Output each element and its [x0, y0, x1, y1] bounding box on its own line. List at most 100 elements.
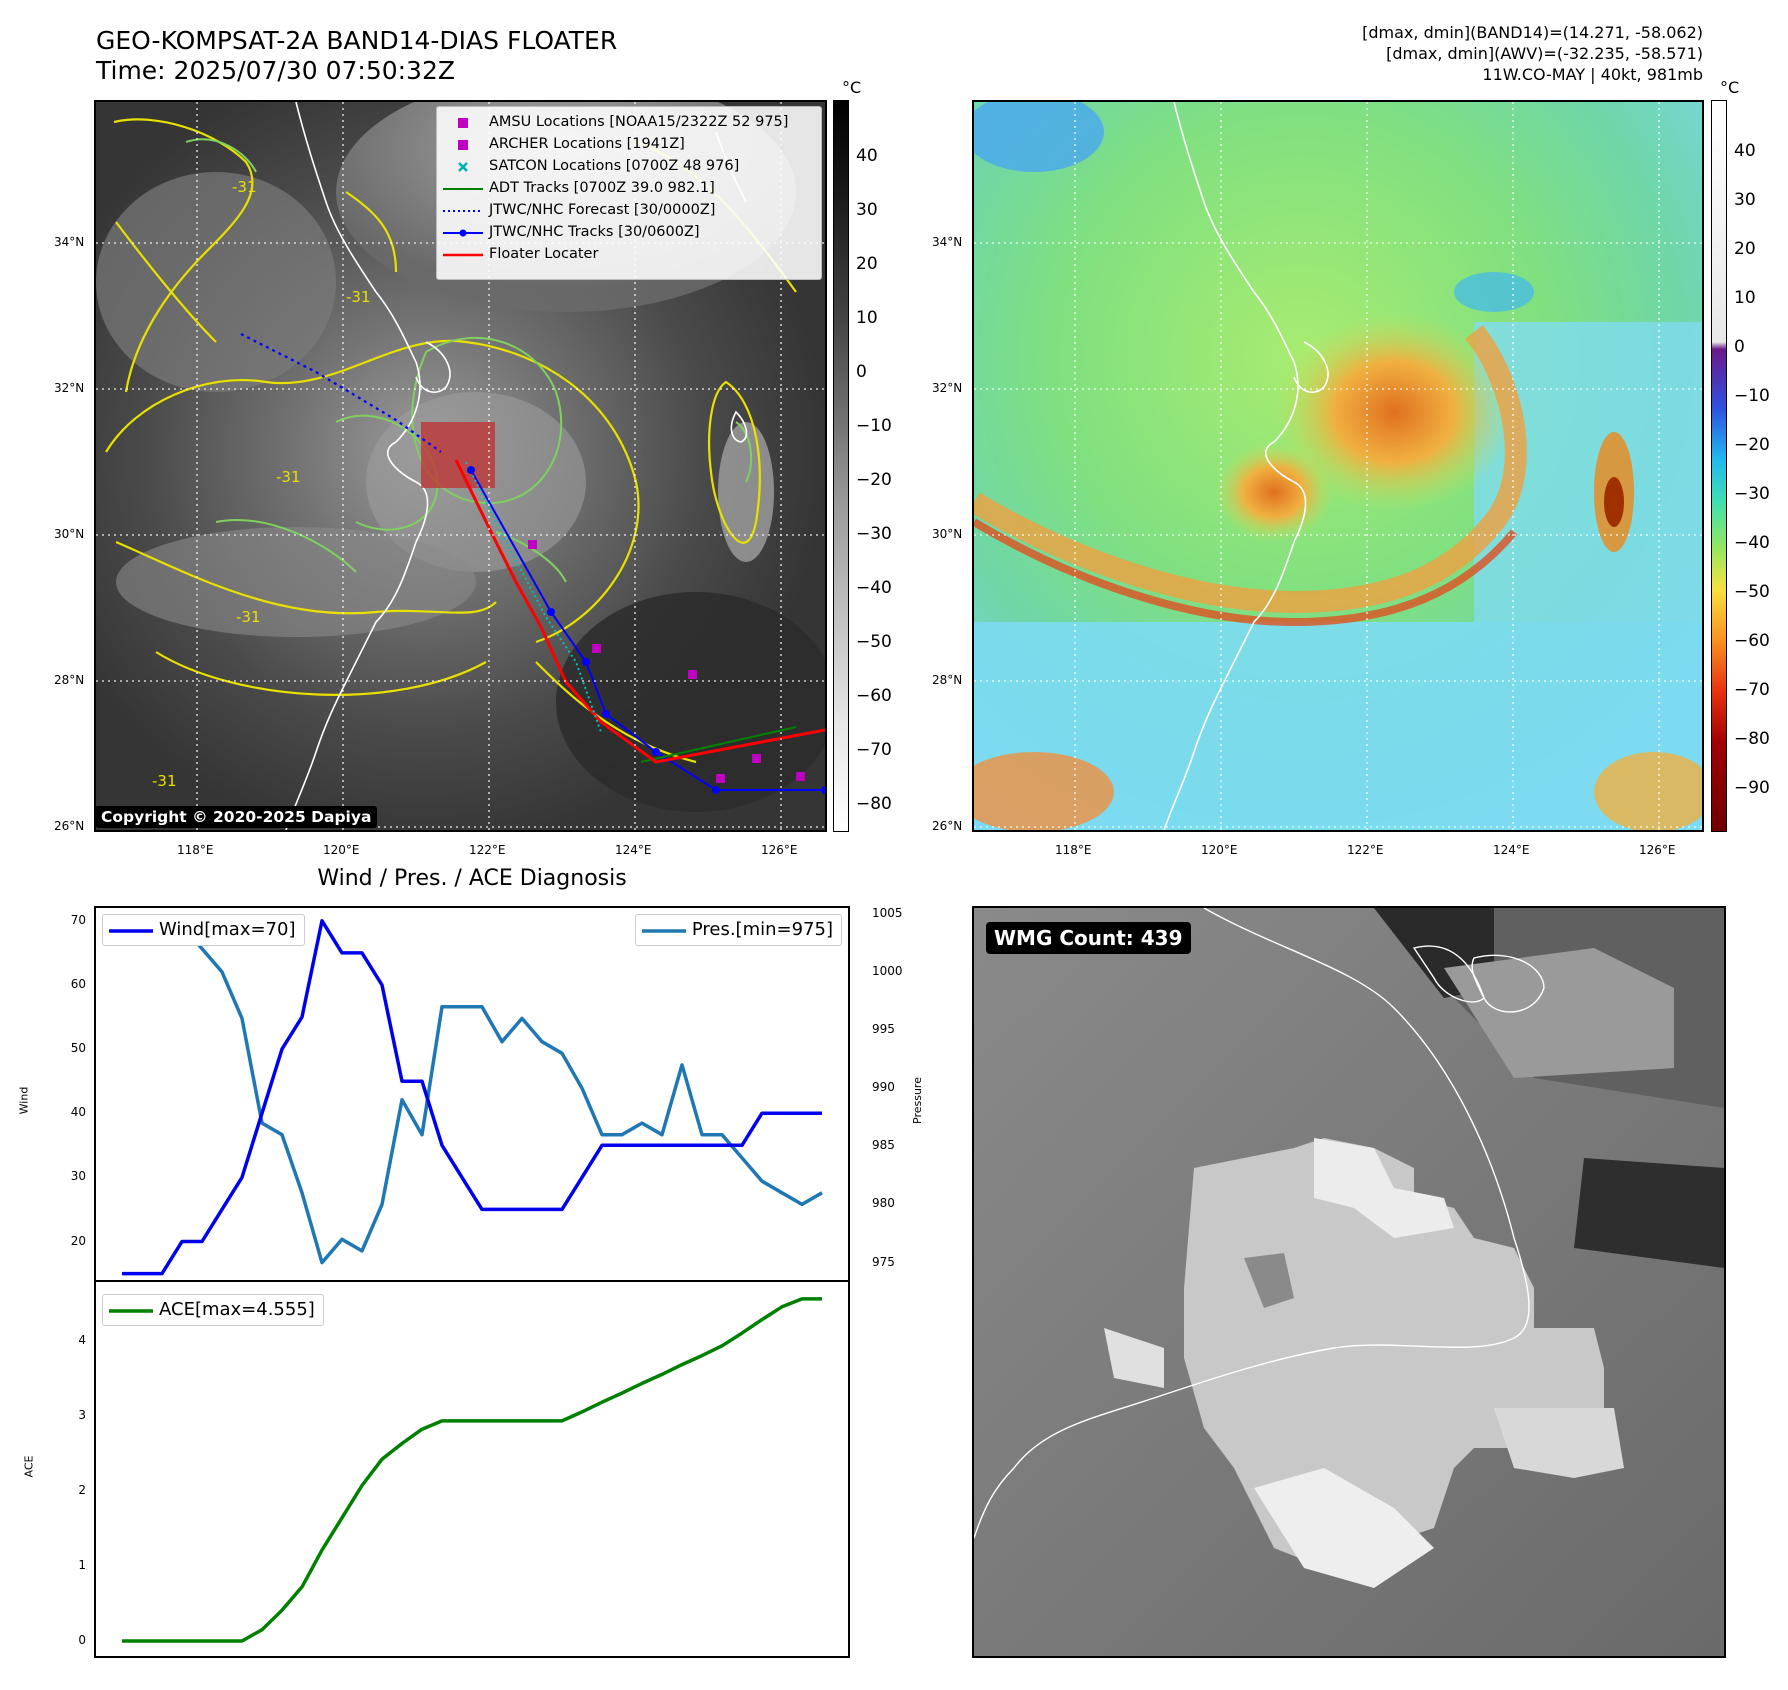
lat-label: 32°N — [932, 381, 963, 395]
lat-label: 28°N — [932, 673, 963, 687]
colorbar-tick: 0 — [1734, 337, 1745, 357]
wind-y-tick: 40 — [70, 1105, 86, 1120]
pressure-y-tick: 1000 — [872, 963, 903, 978]
jtwc-track — [470, 469, 825, 791]
lon-label: 120°E — [1201, 843, 1238, 857]
contour-label: -31 — [276, 468, 301, 486]
colorbar-unit: °C — [842, 78, 862, 97]
colorbar-tick: −40 — [856, 578, 892, 598]
floater-track — [454, 459, 825, 764]
colorbar-tick: 30 — [856, 200, 878, 220]
pressure-axis-label: Pressure — [910, 1077, 924, 1124]
pressure-series-line — [122, 923, 823, 1265]
lat-label: 34°N — [54, 235, 85, 249]
colorbar-tick: −50 — [1734, 582, 1770, 602]
wmg-count-badge: WMG Count: 439 — [986, 922, 1191, 954]
lon-label: 118°E — [177, 843, 214, 857]
colorbar-color — [1711, 100, 1727, 832]
info-storm: 11W.CO-MAY | 40kt, 981mb — [1482, 65, 1703, 84]
forecast-track — [240, 333, 442, 453]
wind-y-tick: 60 — [70, 976, 86, 991]
lon-label: 124°E — [1493, 843, 1530, 857]
colorbar-tick: 0 — [856, 362, 867, 382]
colorbar-tick: 30 — [1734, 190, 1756, 210]
lat-label: 28°N — [54, 673, 85, 687]
figure-time: Time: 2025/07/30 07:50:32Z — [96, 56, 455, 85]
wmg-panel: WMG Count: 439 — [972, 906, 1726, 1658]
colorbar-tick: 10 — [1734, 288, 1756, 308]
ace-plot — [122, 1297, 822, 1643]
wind-axis-label: Wind — [17, 1086, 31, 1115]
lon-label: 126°E — [1639, 843, 1676, 857]
lat-label: 26°N — [932, 819, 963, 833]
wind-pressure-chart: Wind[max=70] Pres.[min=975] — [94, 906, 850, 1282]
copyright-badge: Copyright © 2020-2025 Dapiya — [96, 806, 378, 828]
wmg-image — [974, 908, 1724, 1656]
ace-chart: ACE[max=4.555] — [94, 1280, 850, 1658]
lon-label: 124°E — [615, 843, 652, 857]
wind-y-tick: 70 — [70, 912, 86, 927]
map-legend: AMSU Locations [NOAA15/2322Z 52 975] ARC… — [436, 106, 822, 280]
figure-title: GEO-KOMPSAT-2A BAND14-DIAS FLOATER — [96, 26, 618, 55]
contour-label: -31 — [346, 288, 371, 306]
ace-y-tick: 0 — [78, 1632, 86, 1647]
colorbar-tick: 20 — [856, 254, 878, 274]
lat-label: 30°N — [54, 527, 85, 541]
pressure-y-tick: 990 — [872, 1080, 895, 1095]
colorbar-tick: −70 — [856, 740, 892, 760]
ace-y-tick: 1 — [78, 1557, 86, 1572]
pressure-y-tick: 985 — [872, 1138, 895, 1153]
colorbar-tick: −20 — [1734, 435, 1770, 455]
floater-locater-box — [421, 422, 495, 488]
colorbar-tick: −40 — [1734, 533, 1770, 553]
lat-label: 34°N — [932, 235, 963, 249]
wind-y-tick: 50 — [70, 1041, 86, 1056]
ace-legend: ACE[max=4.555] — [102, 1294, 324, 1326]
lon-label: 122°E — [469, 843, 506, 857]
ace-y-tick: 3 — [78, 1407, 86, 1422]
colorbar-tick: −80 — [856, 794, 892, 814]
pressure-y-tick: 995 — [872, 1022, 895, 1037]
pressure-y-tick: 1005 — [872, 905, 903, 920]
lon-label: 120°E — [323, 843, 360, 857]
colorbar-gray — [833, 100, 849, 832]
info-awv: [dmax, dmin](AWV)=(-32.235, -58.571) — [1386, 44, 1703, 63]
pressure-y-tick: 980 — [872, 1196, 895, 1211]
colorbar-tick: −50 — [856, 632, 892, 652]
colorbar-tick: −20 — [856, 470, 892, 490]
ace-series-line — [122, 1297, 822, 1643]
colorbar-tick: −90 — [1734, 778, 1770, 798]
wind-pressure-plot — [122, 919, 823, 1276]
colorbar-unit: °C — [1720, 78, 1740, 97]
colorbar-tick: −60 — [856, 686, 892, 706]
lat-label: 30°N — [932, 527, 963, 541]
pressure-y-tick: 975 — [872, 1254, 895, 1269]
adt-track — [640, 726, 797, 763]
colorbar-tick: 10 — [856, 308, 878, 328]
ace-y-tick: 2 — [78, 1482, 86, 1497]
contour-label: -31 — [236, 608, 261, 626]
ace-y-tick: 4 — [78, 1332, 86, 1347]
colorbar-tick: −30 — [856, 524, 892, 544]
lat-label: 26°N — [54, 819, 85, 833]
ace-axis-label: ACE — [22, 1455, 36, 1478]
colorbar-tick: 20 — [1734, 239, 1756, 259]
colorbar-tick: −10 — [1734, 386, 1770, 406]
contour-label: -31 — [152, 772, 177, 790]
colorbar-tick: −80 — [1734, 729, 1770, 749]
pressure-legend: Pres.[min=975] — [634, 914, 842, 946]
ir-map-gray: -31 -31 -31 -31 -31 AMSU Locations [NOAA… — [94, 100, 827, 832]
colorbar-tick: 40 — [856, 146, 878, 166]
colorbar-tick: −70 — [1734, 680, 1770, 700]
contour-label: -31 — [232, 178, 257, 196]
lat-label: 32°N — [54, 381, 85, 395]
wind-legend: Wind[max=70] — [102, 914, 305, 946]
colorbar-tick: −30 — [1734, 484, 1770, 504]
lon-label: 126°E — [761, 843, 798, 857]
ir-map-color — [972, 100, 1704, 832]
lon-label: 122°E — [1347, 843, 1384, 857]
diagnosis-title: Wind / Pres. / ACE Diagnosis — [317, 866, 627, 891]
wind-y-tick: 20 — [70, 1233, 86, 1248]
colorbar-tick: 40 — [1734, 141, 1756, 161]
colorbar-tick: −10 — [856, 416, 892, 436]
